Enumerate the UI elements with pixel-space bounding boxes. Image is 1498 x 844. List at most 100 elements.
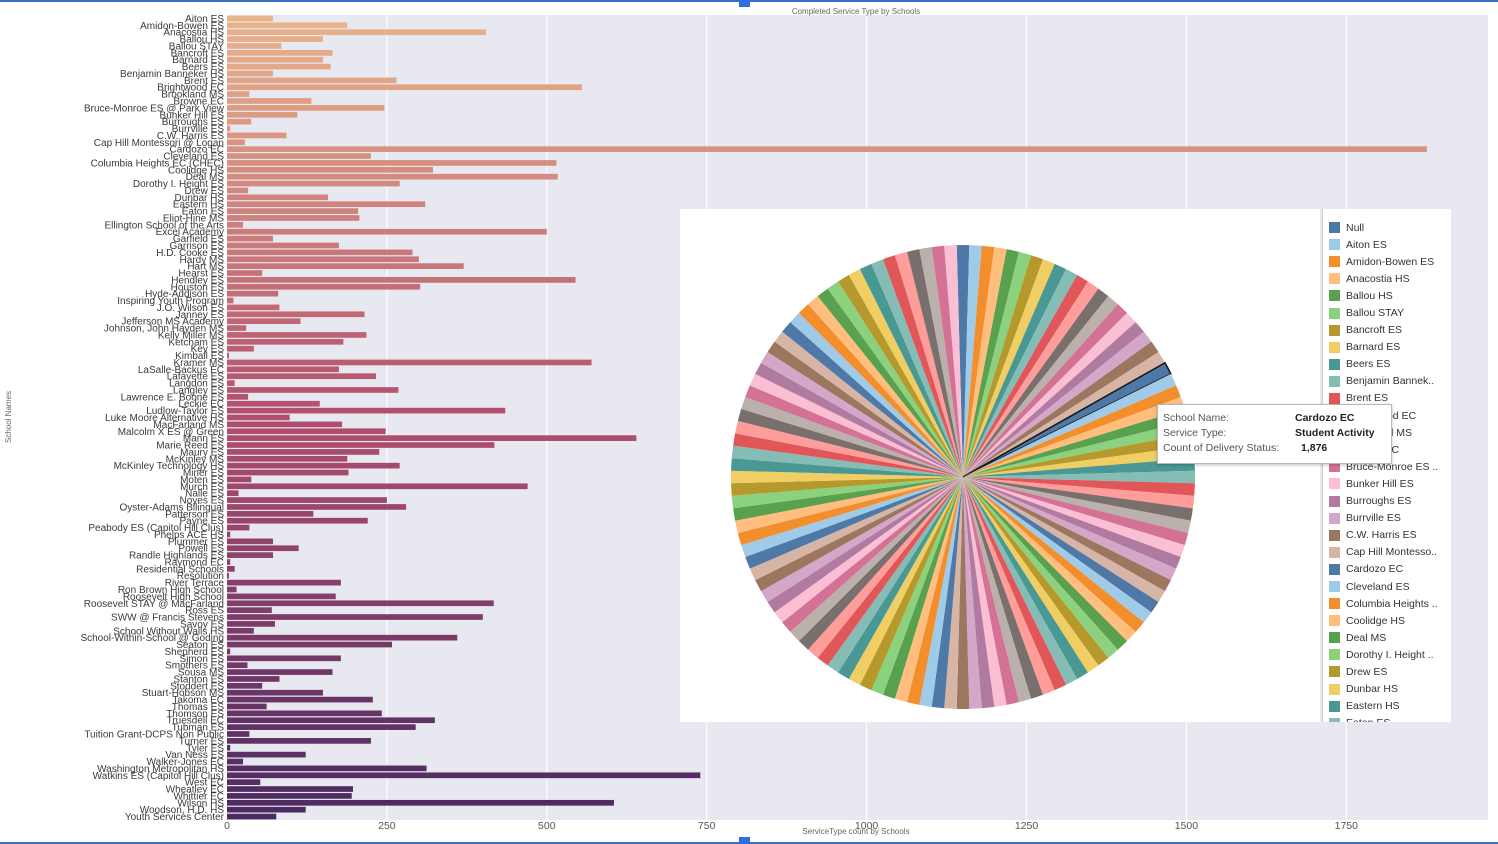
- bar[interactable]: [227, 627, 254, 634]
- pie-slice[interactable]: [963, 322, 1144, 477]
- bar[interactable]: [227, 63, 331, 70]
- legend-item[interactable]: Columbia Heights ..: [1329, 595, 1438, 612]
- bar[interactable]: [227, 194, 329, 201]
- pie-slice[interactable]: [956, 245, 970, 477]
- bar[interactable]: [227, 15, 274, 22]
- pie-slice[interactable]: [737, 477, 963, 546]
- pie-slice[interactable]: [963, 331, 1152, 477]
- pie-slice[interactable]: [838, 477, 963, 679]
- pie-slice[interactable]: [790, 312, 963, 477]
- bar[interactable]: [227, 153, 371, 159]
- pie-slice[interactable]: [963, 421, 1191, 477]
- bar[interactable]: [227, 435, 637, 441]
- pie-slice[interactable]: [741, 397, 963, 477]
- bar[interactable]: [227, 297, 234, 304]
- bar[interactable]: [227, 373, 377, 380]
- bar[interactable]: [227, 566, 235, 572]
- pie-slice[interactable]: [907, 477, 963, 705]
- pie-slice[interactable]: [963, 259, 1055, 477]
- pie-slice[interactable]: [963, 304, 1128, 477]
- pie-slice[interactable]: [963, 352, 1165, 477]
- bar[interactable]: [227, 779, 261, 785]
- legend-item[interactable]: Bancroft ES: [1329, 322, 1438, 339]
- pie-slice[interactable]: [735, 421, 963, 477]
- legend-item[interactable]: Dunbar HS: [1329, 681, 1438, 698]
- pie-slice[interactable]: [963, 477, 1159, 613]
- bar[interactable]: [227, 222, 243, 228]
- pie-slice[interactable]: [963, 477, 1055, 695]
- pie-slice[interactable]: [798, 304, 963, 477]
- pie-slice[interactable]: [817, 288, 963, 477]
- bar[interactable]: [227, 738, 371, 744]
- bar[interactable]: [227, 682, 263, 689]
- pie-slice[interactable]: [827, 281, 963, 477]
- legend-item[interactable]: Beers ES: [1329, 356, 1438, 373]
- bar[interactable]: [227, 43, 282, 49]
- pie-slice[interactable]: [782, 322, 963, 477]
- legend-item[interactable]: Coolidge HS: [1329, 612, 1438, 629]
- pie-slice[interactable]: [755, 362, 963, 477]
- pie-slice[interactable]: [755, 477, 963, 592]
- bar[interactable]: [227, 634, 458, 641]
- pie-slice[interactable]: [919, 477, 963, 707]
- pie-slice[interactable]: [731, 458, 963, 477]
- legend-item[interactable]: Cardozo EC: [1329, 561, 1438, 578]
- pie-slice[interactable]: [749, 373, 963, 477]
- bar[interactable]: [227, 614, 483, 620]
- bar[interactable]: [227, 166, 433, 173]
- legend-item[interactable]: Bunker Hill ES: [1329, 475, 1438, 492]
- legend-item[interactable]: Ballou STAY: [1329, 304, 1438, 321]
- pie-slice[interactable]: [963, 373, 1177, 477]
- pie-slice[interactable]: [745, 477, 963, 569]
- pie-slice[interactable]: [963, 477, 1019, 705]
- pie-slice[interactable]: [963, 269, 1078, 477]
- pie-slice[interactable]: [963, 408, 1189, 477]
- bar[interactable]: [227, 504, 407, 510]
- pie-slice[interactable]: [767, 341, 963, 477]
- legend-item[interactable]: Null: [1329, 219, 1438, 236]
- pie-slice[interactable]: [963, 477, 1099, 673]
- bar[interactable]: [227, 160, 557, 166]
- bar[interactable]: [227, 36, 323, 42]
- pie-slice[interactable]: [733, 477, 963, 521]
- pie-slice[interactable]: [963, 312, 1136, 477]
- bar[interactable]: [227, 394, 249, 400]
- bar[interactable]: [227, 208, 359, 214]
- pie-slice[interactable]: [731, 477, 963, 509]
- bar[interactable]: [227, 731, 250, 737]
- bar[interactable]: [227, 648, 231, 655]
- pie-slice[interactable]: [931, 477, 963, 709]
- bar[interactable]: [227, 277, 576, 283]
- pie-slice[interactable]: [894, 477, 963, 703]
- pie-slice[interactable]: [733, 433, 963, 477]
- pie-slice[interactable]: [731, 477, 963, 496]
- bar[interactable]: [227, 263, 464, 269]
- pie-slice[interactable]: [963, 458, 1195, 477]
- legend-item[interactable]: Aiton ES: [1329, 236, 1438, 253]
- pie-slice[interactable]: [774, 477, 963, 623]
- bar[interactable]: [227, 531, 231, 538]
- legend-item[interactable]: Cleveland ES: [1329, 578, 1438, 595]
- bar[interactable]: [227, 77, 397, 84]
- pie-slice[interactable]: [827, 477, 963, 673]
- pie-slice[interactable]: [963, 296, 1118, 477]
- pie-slice[interactable]: [817, 477, 963, 666]
- pie-slice[interactable]: [963, 477, 1144, 632]
- bar[interactable]: [227, 676, 280, 682]
- pie-slice[interactable]: [963, 477, 1189, 546]
- bar[interactable]: [227, 476, 252, 483]
- bar[interactable]: [227, 91, 250, 97]
- bar[interactable]: [227, 696, 373, 703]
- bar[interactable]: [227, 50, 333, 56]
- pie-slice[interactable]: [761, 352, 963, 477]
- bar[interactable]: [227, 813, 277, 820]
- bar[interactable]: [227, 201, 426, 208]
- bar[interactable]: [227, 318, 301, 325]
- bar[interactable]: [227, 332, 367, 338]
- bar[interactable]: [227, 662, 248, 669]
- bar[interactable]: [227, 710, 382, 717]
- pie-slice[interactable]: [963, 477, 1171, 592]
- pie-slice[interactable]: [963, 477, 1136, 642]
- bar[interactable]: [227, 545, 299, 552]
- top-resize-handle[interactable]: [739, 0, 750, 7]
